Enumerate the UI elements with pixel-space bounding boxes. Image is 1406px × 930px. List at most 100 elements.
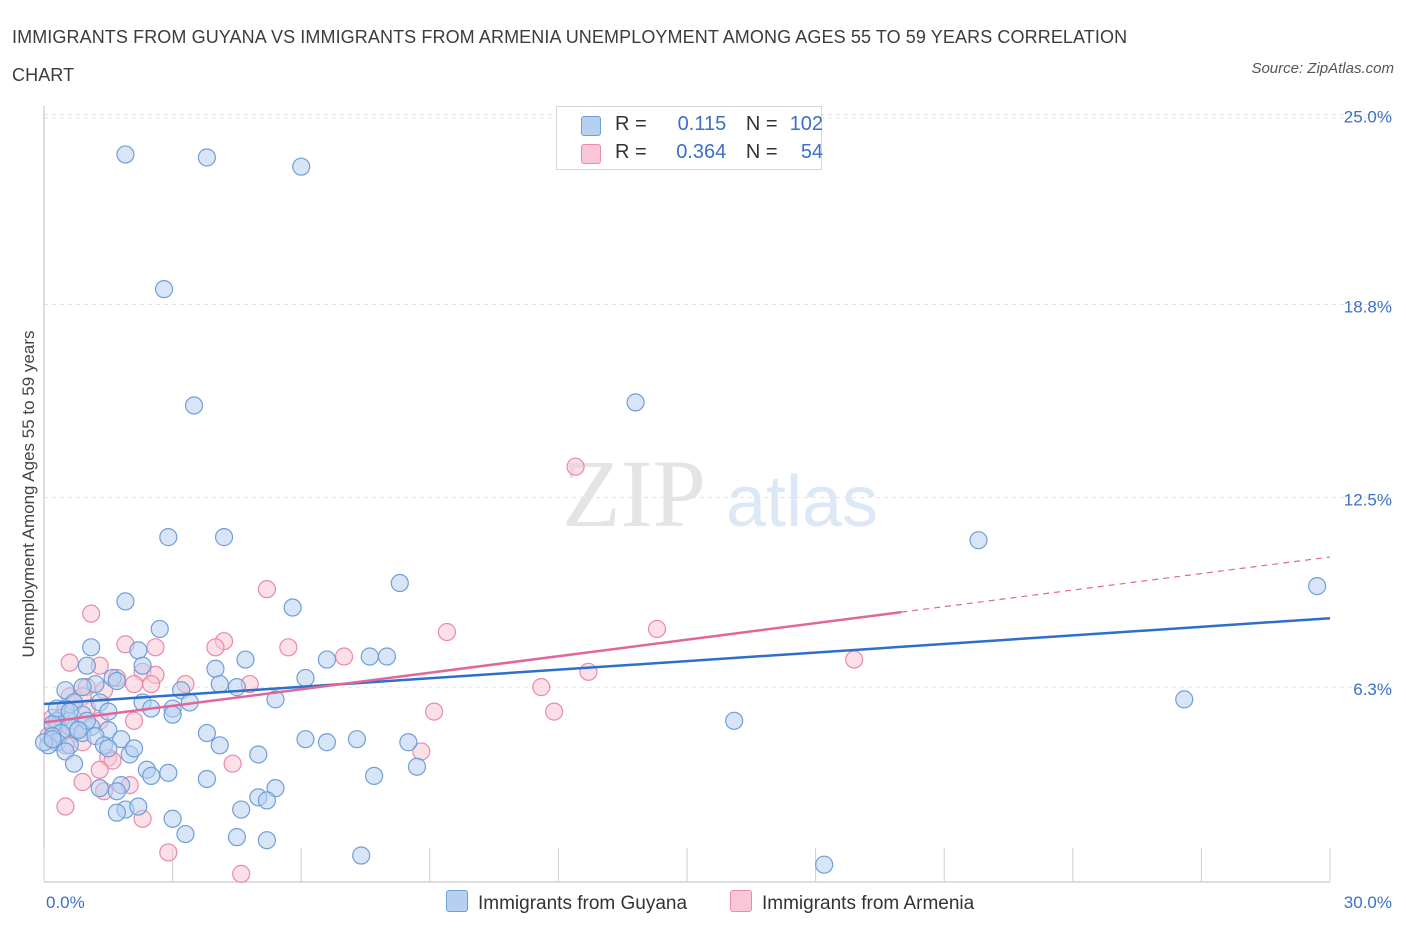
legend-item-guyana[interactable]: Immigrants from Guyana xyxy=(446,890,687,915)
guyana-point xyxy=(77,656,96,675)
grid-lines xyxy=(44,114,1392,688)
guyana-point xyxy=(64,754,84,773)
guyana-point xyxy=(210,736,229,755)
guyana-point xyxy=(129,641,148,660)
guyana-point xyxy=(292,157,311,176)
guyana-point xyxy=(116,145,135,164)
guyana-point xyxy=(133,656,152,675)
y-tick-label: 25.0% xyxy=(1344,108,1392,127)
guyana-point xyxy=(815,855,834,874)
guyana-point xyxy=(352,846,371,865)
armenia-point xyxy=(532,678,551,697)
legend-n-label: N = xyxy=(745,141,778,163)
armenia-point xyxy=(579,662,598,681)
guyana-point xyxy=(69,720,88,740)
guyana-point xyxy=(257,831,277,850)
trend-lines xyxy=(43,556,1331,724)
guyana-point xyxy=(99,739,118,758)
guyana-point xyxy=(626,393,645,412)
guyana-points xyxy=(34,145,1327,874)
guyana-point xyxy=(176,824,195,844)
guyana-swatch xyxy=(581,116,601,136)
armenia-point xyxy=(437,622,457,642)
armenia-trend-line xyxy=(43,610,902,724)
guyana-point xyxy=(197,148,216,167)
armenia-swatch xyxy=(581,144,601,164)
guyana-point xyxy=(407,757,427,776)
watermark: ZIP atlas xyxy=(562,440,878,547)
guyana-point xyxy=(249,745,268,764)
legend-item-armenia[interactable]: Immigrants from Armenia xyxy=(730,890,974,915)
guyana-point xyxy=(197,769,216,789)
guyana-point xyxy=(112,730,131,749)
guyana-point xyxy=(232,800,251,819)
legend-r-value: 0.115 xyxy=(677,113,727,135)
chart-source: Source: ZipAtlas.com xyxy=(1251,60,1394,77)
armenia-point xyxy=(223,754,242,773)
y-axis-label: Unemployment Among Ages 55 to 59 years xyxy=(19,331,38,658)
armenia-point xyxy=(232,864,251,883)
armenia-point xyxy=(845,650,864,669)
guyana-trend-line xyxy=(43,616,1331,706)
guyana-point xyxy=(227,678,246,697)
armenia-point xyxy=(124,711,144,730)
correlation-legend: R = 0.115 N = 102 R = 0.364 N = 54 xyxy=(556,106,823,170)
armenia-point xyxy=(566,457,585,476)
armenia-point xyxy=(124,674,144,694)
guyana-point xyxy=(206,659,225,678)
guyana-point xyxy=(73,678,92,697)
armenia-point xyxy=(257,580,277,599)
guyana-point xyxy=(214,528,234,547)
armenia-point xyxy=(60,653,79,672)
y-tick-label: 18.8% xyxy=(1344,297,1392,316)
guyana-point xyxy=(377,647,397,666)
guyana-point xyxy=(43,730,62,749)
guyana-point xyxy=(107,782,126,801)
guyana-point xyxy=(163,705,182,724)
guyana-point xyxy=(107,671,126,691)
armenia-point xyxy=(279,638,298,657)
guyana-point xyxy=(129,797,148,816)
guyana-point xyxy=(266,690,285,709)
guyana-point xyxy=(390,573,409,593)
guyana-point xyxy=(154,280,174,299)
armenia-point xyxy=(206,638,225,657)
legend-label-guyana: Immigrants from Guyana xyxy=(478,893,688,914)
guyana-point xyxy=(184,396,204,415)
guyana-point xyxy=(257,791,277,810)
guyana-point xyxy=(725,711,744,730)
guyana-point xyxy=(317,650,337,669)
guyana-point xyxy=(360,647,379,666)
guyana-point xyxy=(227,828,246,847)
armenia-point xyxy=(73,772,92,792)
guyana-point xyxy=(159,528,178,547)
armenia-point xyxy=(142,674,161,694)
guyana-point xyxy=(90,779,109,798)
guyana-point xyxy=(296,668,315,688)
watermark-atlas: atlas xyxy=(726,462,878,542)
legend-r-label: R = xyxy=(615,113,647,135)
armenia-point xyxy=(82,604,101,623)
guyana-legend-swatch xyxy=(446,890,468,912)
guyana-point xyxy=(347,730,367,749)
guyana-point xyxy=(317,733,337,752)
armenia-point xyxy=(334,647,354,666)
legend-r-label: R = xyxy=(615,141,647,163)
guyana-point xyxy=(150,619,169,639)
armenia-point xyxy=(159,843,178,862)
armenia-point xyxy=(90,760,109,779)
guyana-point xyxy=(1175,690,1194,709)
guyana-point xyxy=(124,739,144,758)
guyana-point xyxy=(82,638,101,657)
guyana-point xyxy=(296,730,315,749)
guyana-point xyxy=(99,702,118,721)
y-tick-label: 6.3% xyxy=(1353,680,1392,699)
guyana-point xyxy=(364,766,384,786)
y-tick-label: 12.5% xyxy=(1344,490,1392,509)
guyana-point xyxy=(116,592,135,611)
guyana-point xyxy=(236,650,255,669)
chart-title: IMMIGRANTS FROM GUYANA VS IMMIGRANTS FRO… xyxy=(12,27,1128,85)
legend-r-value: 0.364 xyxy=(676,141,727,163)
watermark-zip: ZIP xyxy=(562,440,706,547)
